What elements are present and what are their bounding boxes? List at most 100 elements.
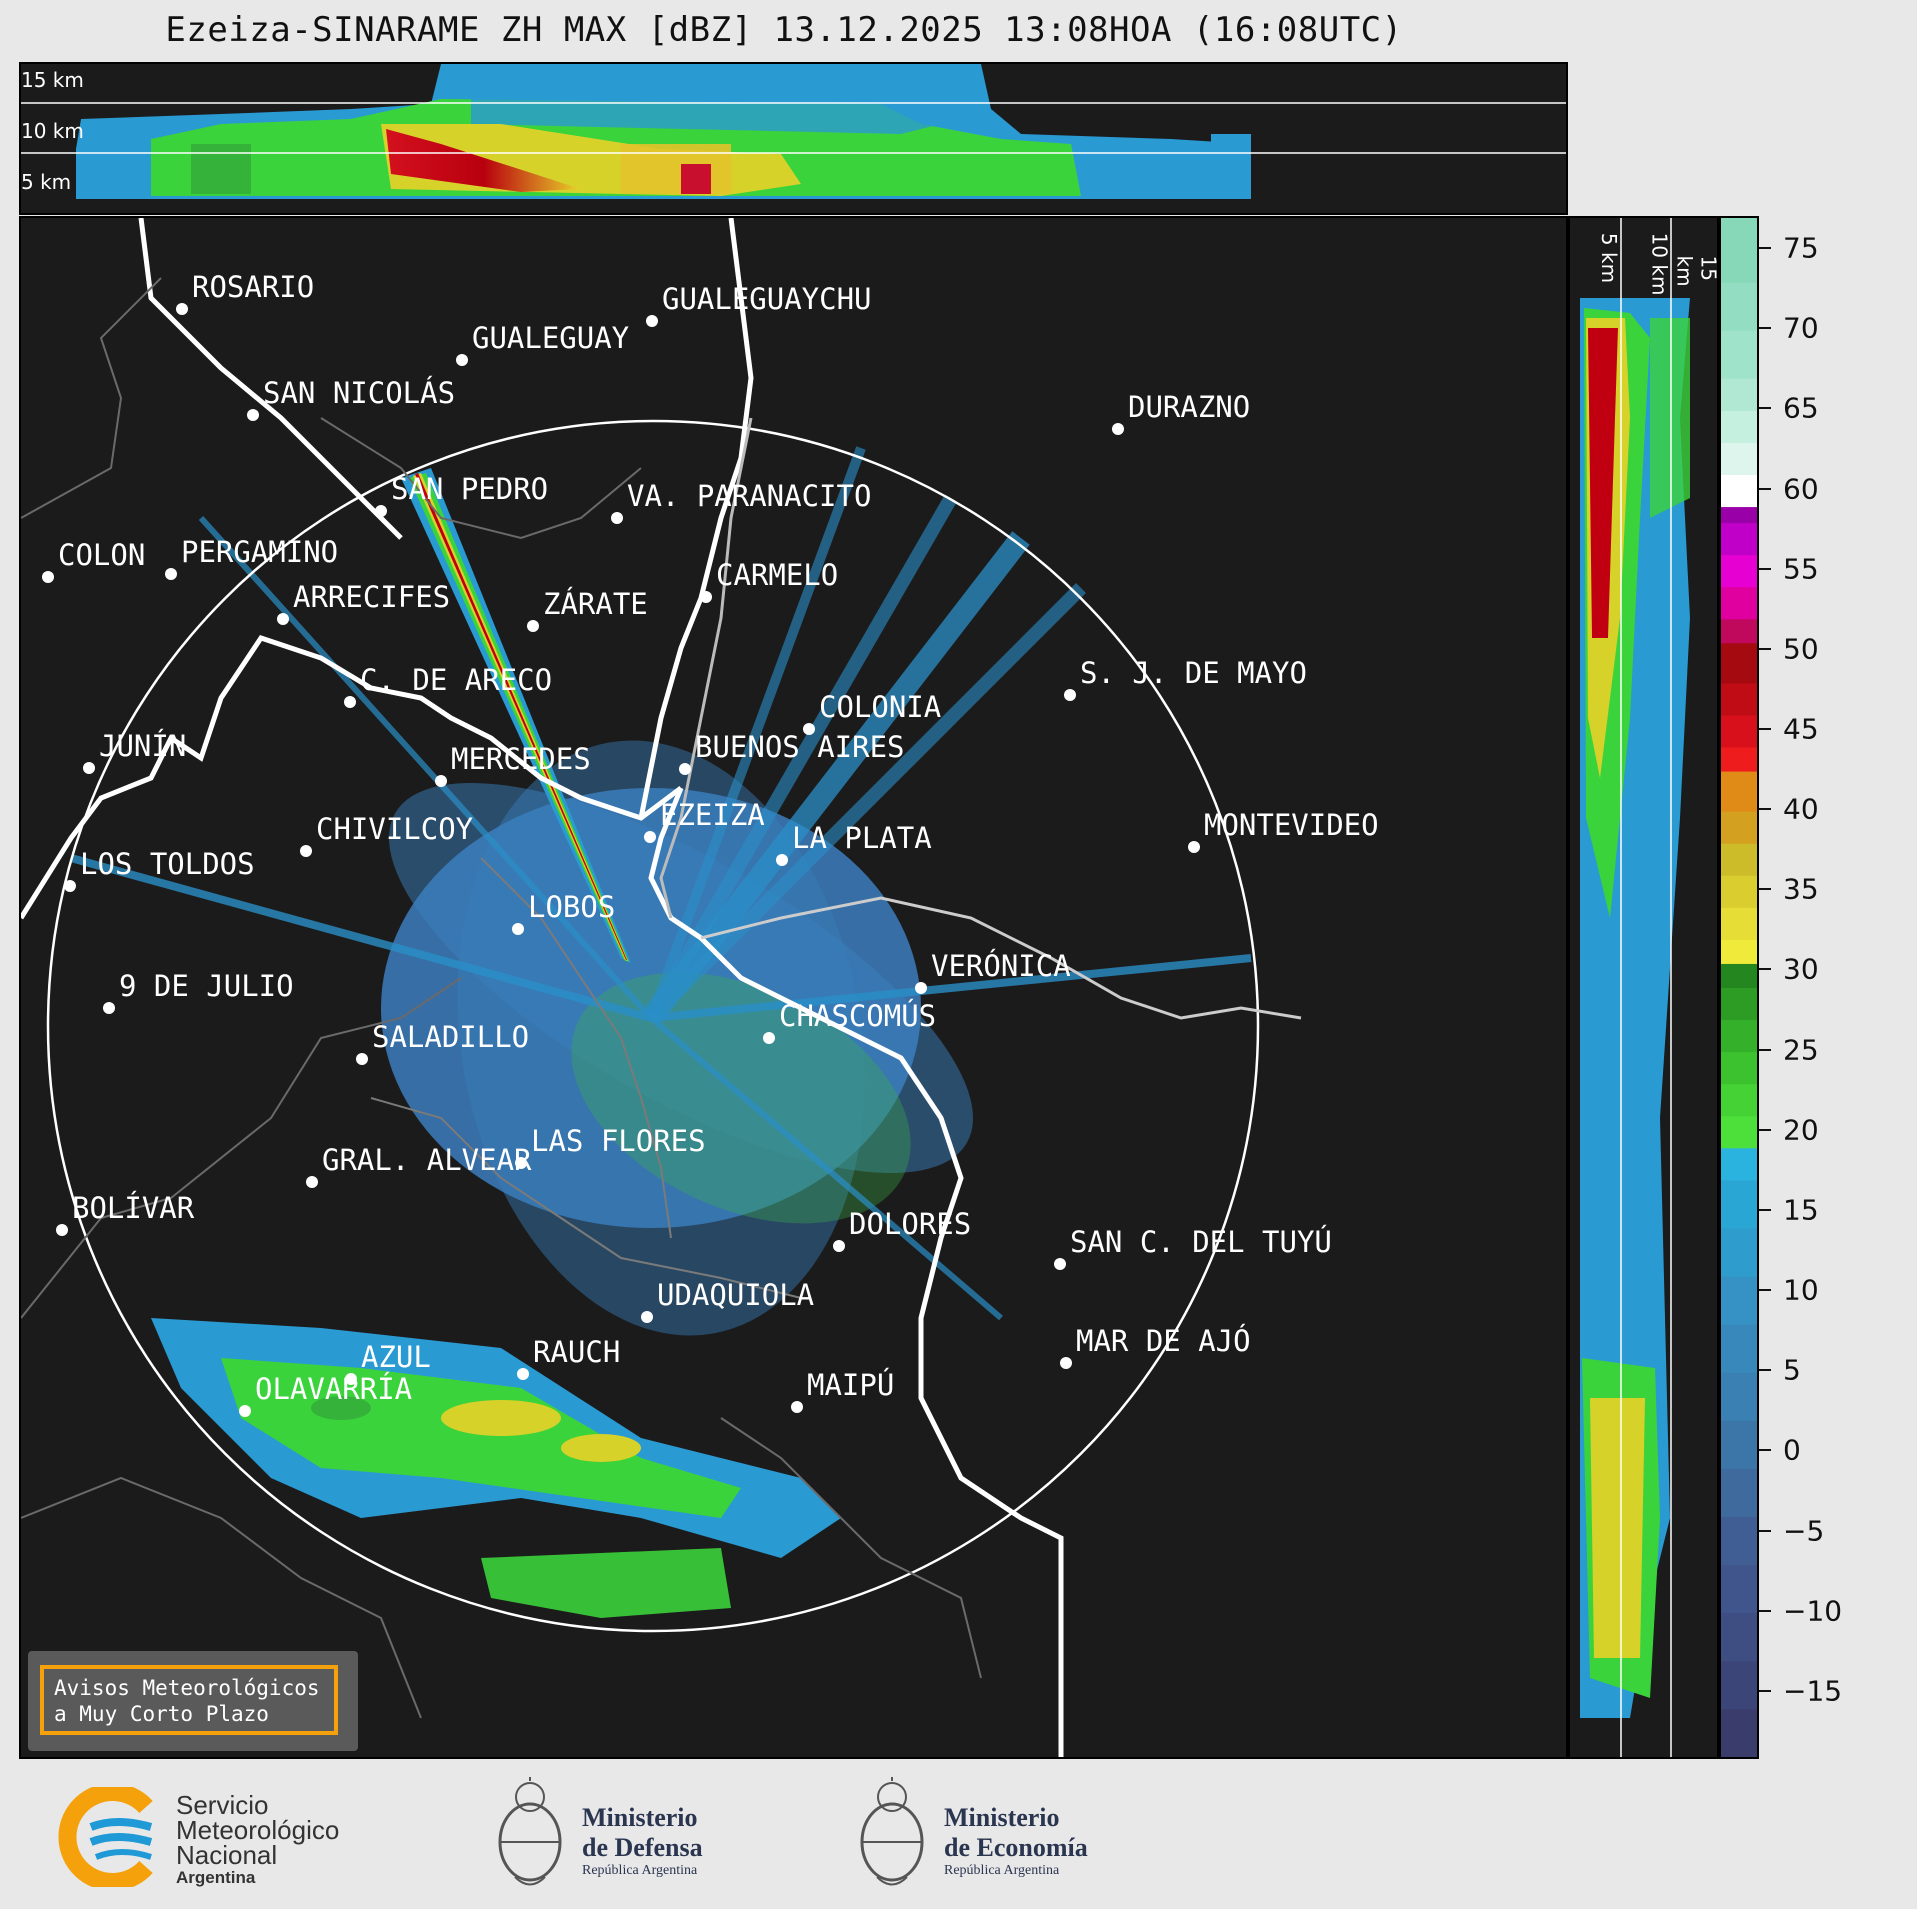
- side-height-label-10km: 10 km: [1647, 232, 1672, 296]
- avisos-link[interactable]: Avisos Meteorológicos a Muy Corto Plazo: [40, 1665, 338, 1735]
- radar-echo-layer: [69, 446, 1252, 1618]
- city-gral-alvear: GRAL. ALVEAR: [306, 1143, 532, 1188]
- city-dot: [1112, 423, 1124, 435]
- city-gualeguay: GUALEGUAY: [456, 321, 629, 366]
- colorbar-tick-mark: [1759, 1449, 1771, 1452]
- city-chascom-s: CHASCOMÚS: [763, 999, 936, 1044]
- city-dot: [300, 845, 312, 857]
- city-label: BOLÍVAR: [72, 1191, 195, 1225]
- colorbar-band: [1721, 1516, 1757, 1566]
- colorbar-tick-label: 35: [1783, 872, 1819, 906]
- colorbar-band: [1721, 907, 1757, 940]
- city-label: EZEIZA: [660, 798, 765, 832]
- city-udaquiola: UDAQUIOLA: [641, 1278, 814, 1323]
- city-dot: [791, 1401, 803, 1413]
- city-dot: [356, 1053, 368, 1065]
- city-label: PERGAMINO: [181, 535, 338, 569]
- colorbar-tick-mark: [1759, 1369, 1771, 1372]
- colorbar-tick-label: 20: [1783, 1113, 1819, 1147]
- colorbar-tick-label: −5: [1783, 1514, 1825, 1548]
- colorbar-band: [1721, 1083, 1757, 1117]
- economia-line3: República Argentina: [944, 1863, 1060, 1878]
- city-label: CHASCOMÚS: [779, 999, 936, 1033]
- city-dot: [456, 354, 468, 366]
- smn-line2: Meteorológico: [176, 1815, 340, 1845]
- city-los-toldos: LOS TOLDOS: [64, 847, 255, 892]
- city-dot: [247, 409, 259, 421]
- colorbar-ticks: 75 70 65 60 55 50 45 40 35 30 25 20 15 10 5 0 −5 −10 −15: [1759, 216, 1917, 1759]
- city-dot: [435, 775, 447, 787]
- colorbar-tick-label: 10: [1783, 1273, 1819, 1307]
- city-dot: [83, 762, 95, 774]
- smn-line1: Servicio: [176, 1790, 269, 1820]
- city-markers: ROSARIO GUALEGUAYCHU GUALEGUAY SAN NICOLÁS D…: [42, 270, 1379, 1417]
- city-label: LOS TOLDOS: [80, 847, 255, 881]
- city-dot: [56, 1224, 68, 1236]
- top-cross-section-plot: [21, 64, 1566, 199]
- range-ring: [46, 419, 1260, 1633]
- city-label: S. J. DE MAYO: [1080, 656, 1307, 690]
- city-dot: [646, 315, 658, 327]
- colorbar-band: [1721, 939, 1757, 964]
- colorbar-tick-label: −15: [1783, 1674, 1843, 1708]
- footer: Servicio Meteorológico Nacional Argentin…: [0, 1759, 1917, 1909]
- avisos-line2: a Muy Corto Plazo: [54, 1702, 269, 1726]
- colorbar-tick-label: 50: [1783, 632, 1819, 666]
- colorbar-tick-mark: [1759, 1529, 1771, 1532]
- city-lobos: LOBOS: [512, 890, 615, 935]
- colorbar-tick-label: 75: [1783, 231, 1819, 265]
- city-dot: [527, 620, 539, 632]
- defensa-line2: de Defensa: [582, 1833, 703, 1862]
- avisos-badge[interactable]: Avisos Meteorológicos a Muy Corto Plazo: [28, 1651, 358, 1751]
- smn-logo-icon: [58, 1783, 153, 1891]
- colorbar-band: [1721, 843, 1757, 876]
- colorbar-tick-mark: [1759, 567, 1771, 570]
- city-label: C. DE ARECO: [360, 663, 552, 697]
- colorbar-band: [1721, 522, 1757, 556]
- city-label: ARRECIFES: [293, 580, 450, 614]
- city-label: GUALEGUAY: [472, 321, 629, 355]
- colorbar-tick-mark: [1759, 407, 1771, 410]
- city-label: GRAL. ALVEAR: [322, 1143, 532, 1177]
- top-height-label-10km: 10 km: [21, 119, 84, 143]
- colorbar-tick-mark: [1759, 808, 1771, 811]
- city-dot: [915, 982, 927, 994]
- colorbar-scale: [1721, 218, 1757, 1758]
- side-height-label-15km: 15 km: [1672, 255, 1721, 287]
- coat-of-arms-icon: [498, 1777, 562, 1886]
- top-height-label-15km: 15 km: [21, 68, 84, 92]
- city-san-nicol-s: SAN NICOLÁS: [247, 376, 455, 421]
- colorbar-band: [1721, 378, 1757, 411]
- city-mercedes: MERCEDES: [435, 742, 591, 787]
- colorbar-tick-label: 15: [1783, 1193, 1819, 1227]
- city-label: GUALEGUAYCHU: [662, 282, 872, 316]
- city-label: MAR DE AJÓ: [1076, 1324, 1251, 1358]
- side-height-label-5km: 5 km: [1597, 232, 1622, 284]
- colorbar-tick-mark: [1759, 647, 1771, 650]
- city-label: MAIPÚ: [807, 1368, 894, 1402]
- economia-line2: de Economía: [944, 1833, 1088, 1862]
- colorbar-band: [1721, 410, 1757, 443]
- city-label: AZUL: [361, 1340, 431, 1374]
- city-dot: [611, 512, 623, 524]
- city-dot: [239, 1405, 251, 1417]
- city-dot: [644, 831, 656, 843]
- colorbar-band: [1721, 618, 1757, 644]
- colorbar-band: [1721, 1420, 1757, 1469]
- side-cross-section-plot: [1580, 218, 1690, 1757]
- city-z-rate: ZÁRATE: [527, 587, 648, 632]
- radar-map-panel[interactable]: ROSARIO GUALEGUAYCHU GUALEGUAY SAN NICOLÁS D…: [18, 216, 1568, 1759]
- city-olavarr-a: OLAVARRÍA: [239, 1372, 412, 1417]
- city-label: SAN PEDRO: [391, 472, 548, 506]
- city-colonia: COLONIA: [803, 690, 941, 735]
- economia-line1: Ministerio: [944, 1803, 1060, 1832]
- city-9-de-julio: 9 DE JULIO: [103, 969, 294, 1014]
- colorbar-band: [1721, 1115, 1757, 1149]
- colorbar-tick-mark: [1759, 1609, 1771, 1612]
- city-label: DOLORES: [849, 1207, 971, 1241]
- defensa-line3: República Argentina: [582, 1863, 698, 1878]
- city-label: OLAVARRÍA: [255, 1372, 412, 1406]
- city-dot: [515, 1157, 527, 1169]
- colorbar-band: [1721, 1612, 1757, 1662]
- coat-of-arms-icon: [860, 1777, 924, 1886]
